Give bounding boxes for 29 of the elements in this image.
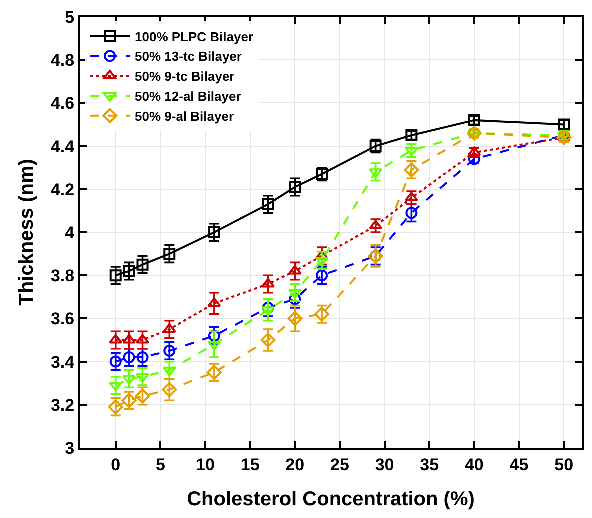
x-tick-label: 10	[196, 455, 215, 474]
y-tick-label: 3.8	[50, 266, 75, 286]
y-tick-label: 4	[65, 223, 76, 242]
x-tick-label: 15	[240, 455, 260, 474]
x-tick-label: 5	[156, 455, 166, 474]
y-tick-label: 5	[65, 8, 75, 27]
y-tick-label: 3.4	[50, 352, 76, 372]
legend-label: 50% 12-al Bilayer	[135, 89, 242, 104]
x-tick-label: 0	[111, 455, 121, 474]
y-tick-label: 4.4	[50, 137, 76, 156]
y-tick-label: 4.2	[50, 180, 75, 200]
legend-label: 100% PLPC Bilayer	[135, 29, 254, 44]
legend-label: 50% 9-al Bilayer	[135, 108, 234, 124]
y-axis-title: Thickness (nm)	[16, 159, 38, 306]
x-tick-label: 50	[554, 455, 574, 474]
x-axis-title: Cholesterol Concentration (%)	[187, 488, 475, 510]
y-tick-label: 3.6	[50, 310, 75, 329]
legend-label: 50% 9-tc Bilayer	[135, 69, 235, 84]
x-tick-label: 30	[375, 455, 394, 474]
x-tick-label: 20	[286, 455, 305, 474]
y-tick-label: 4.6	[50, 94, 75, 114]
x-tick-label: 40	[464, 455, 484, 474]
y-tick-label: 3	[65, 438, 75, 458]
legend-label: 50% 13-tc Bilayer	[135, 49, 242, 64]
y-tick-label: 4.8	[50, 51, 75, 70]
y-tick-label: 3.2	[50, 396, 75, 415]
x-tick-label: 25	[330, 455, 350, 474]
x-tick-label: 35	[420, 455, 440, 474]
x-tick-label: 45	[510, 455, 529, 474]
